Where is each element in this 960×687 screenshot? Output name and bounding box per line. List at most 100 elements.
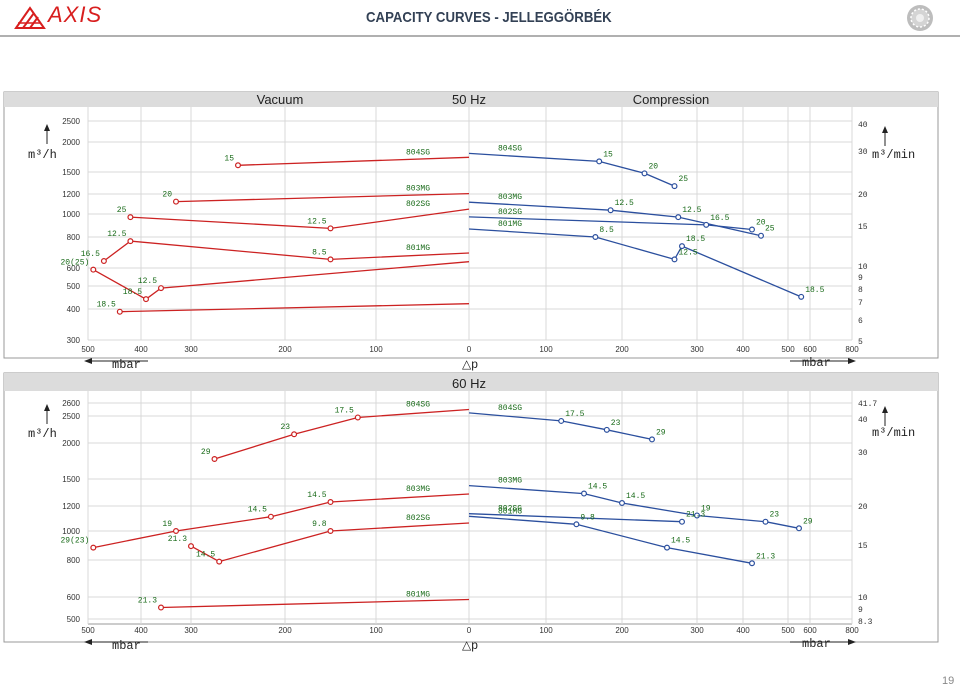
y-tick-right: 30 (858, 148, 868, 157)
data-point (678, 243, 685, 250)
data-label: 20 (162, 191, 172, 200)
data-label: 14.5 (307, 491, 326, 500)
header-rule (0, 35, 960, 37)
data-point (173, 527, 180, 534)
y-tick-left: 1500 (62, 475, 80, 484)
y-axis-label-right: m³/min (872, 426, 915, 440)
x-tick-comp: 800 (845, 626, 859, 635)
y-tick-left: 1500 (62, 168, 80, 177)
data-point (158, 285, 165, 292)
y-tick-left: 800 (67, 233, 81, 242)
series-line-vacuum-3 (103, 240, 470, 262)
data-label: 18.5 (686, 235, 705, 244)
y-tick-right: 20 (858, 191, 868, 200)
data-label: 20 (649, 162, 659, 171)
data-point (703, 221, 710, 228)
x-axis-label-right: mbar (802, 637, 831, 651)
y-tick-right: 15 (858, 223, 868, 232)
data-label: 14.5 (248, 506, 267, 515)
x-tick-vac: 500 (81, 345, 95, 354)
series-name-label: 802SG (498, 208, 522, 217)
series-line-vacuum-0 (214, 408, 470, 460)
data-label: 12.5 (107, 230, 126, 239)
data-label: 14.5 (588, 483, 607, 492)
data-point (327, 527, 334, 534)
data-point (158, 604, 165, 611)
x-tick-vac: 400 (134, 345, 148, 354)
x-tick-vac: 200 (278, 626, 292, 635)
x-tick-vac: 0 (467, 345, 472, 354)
series-name-label: 801MG (406, 244, 430, 253)
data-label: 15 (224, 154, 234, 163)
series-name-label: 802SG (406, 514, 430, 523)
data-point (748, 226, 755, 233)
data-point (327, 256, 334, 263)
x-axis-label-right: mbar (802, 356, 831, 370)
chart-50hz: Vacuum 50 Hz Compression250020001500120010… (3, 91, 939, 372)
y-tick-left: 500 (67, 282, 81, 291)
arrow-up-right-head (882, 406, 888, 413)
data-label: 8.5 (599, 226, 614, 235)
series-line-vacuum-4 (92, 261, 470, 300)
data-point (580, 490, 587, 497)
y-tick-right: 30 (858, 449, 868, 458)
y-tick-right: 10 (858, 263, 868, 272)
data-point (618, 500, 625, 507)
data-label: 9.8 (312, 520, 327, 529)
series-name-label: 801MG (406, 590, 430, 599)
data-label: 12.5 (307, 217, 326, 226)
y-tick-left: 2500 (62, 117, 80, 126)
data-label: 21.3 (168, 535, 187, 544)
series-line-vacuum-3 (160, 598, 470, 609)
data-point (795, 525, 802, 532)
x-tick-comp: 400 (736, 626, 750, 635)
data-label: 21.3 (138, 596, 157, 605)
data-label: 18.5 (97, 301, 116, 310)
x-tick-vac: 300 (184, 345, 198, 354)
data-label: 14.5 (671, 537, 690, 546)
data-point (675, 214, 682, 221)
data-point (592, 234, 599, 241)
y-tick-left: 600 (67, 264, 81, 273)
y-tick-left: 800 (67, 556, 81, 565)
series-line-compression-7 (468, 515, 753, 564)
data-point (173, 198, 180, 205)
band-label-right: Compression (633, 92, 710, 107)
band-label-center: 60 Hz (452, 376, 486, 391)
series-line-compression-4 (468, 412, 653, 441)
series-name-label: 804SG (498, 404, 522, 413)
x-axis-label-left: mbar (112, 358, 141, 372)
data-point (573, 521, 580, 528)
data-label: 12.5 (679, 248, 698, 257)
arrow-up-left-head (44, 124, 50, 131)
arrow-up-right-head (882, 126, 888, 133)
y-tick-left: 500 (67, 615, 81, 624)
series-line-vacuum-2 (130, 208, 470, 230)
data-label: 14.5 (626, 492, 645, 501)
series-name-label: 804SG (406, 148, 430, 157)
data-label: 23 (280, 423, 290, 432)
x-tick-comp: 300 (690, 626, 704, 635)
data-point (127, 238, 134, 245)
data-point (127, 214, 134, 221)
data-label: 16.5 (710, 214, 729, 223)
series-name-label: 801MG (498, 507, 522, 516)
data-point (596, 158, 603, 165)
data-point (116, 308, 123, 315)
data-point (188, 543, 195, 550)
data-point (757, 232, 764, 239)
chart-band (4, 92, 938, 107)
y-tick-right: 9 (858, 606, 863, 615)
data-point (607, 207, 614, 214)
data-point (663, 544, 670, 551)
x-tick-vac: 100 (369, 626, 383, 635)
data-label: 23 (770, 511, 780, 520)
data-point (671, 183, 678, 190)
y-tick-left: 400 (67, 305, 81, 314)
series-line-vacuum-0 (237, 156, 470, 166)
data-point (762, 518, 769, 525)
y-tick-right: 7 (858, 299, 863, 308)
y-tick-left: 1000 (62, 210, 80, 219)
y-axis-label-left: m³/h (28, 148, 57, 162)
series-name-label: 801MG (498, 220, 522, 229)
